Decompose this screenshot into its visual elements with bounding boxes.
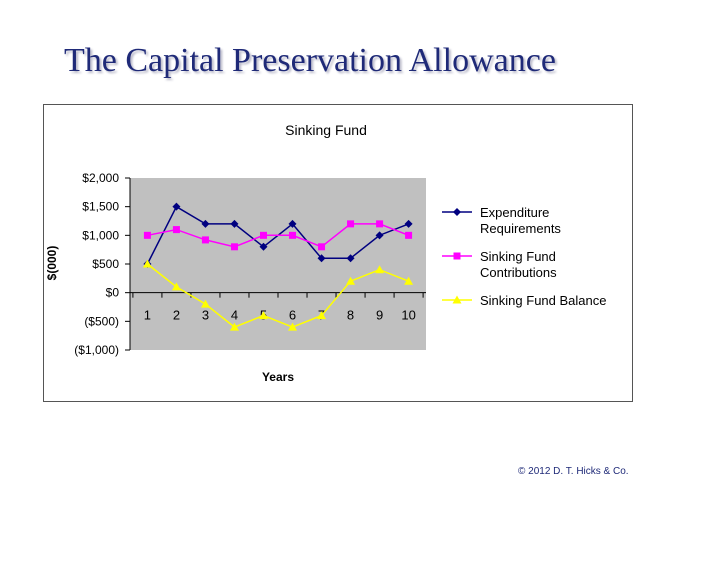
diamond-marker [317, 254, 326, 263]
x-axis-label: Years [262, 370, 294, 384]
triangle-marker [317, 311, 327, 320]
y-axis-label: $(000) [45, 246, 59, 281]
square-marker [230, 243, 238, 251]
copyright-notice: © 2012 D. T. Hicks & Co. [518, 466, 629, 477]
triangle-marker [171, 282, 181, 291]
x-tick-label: 10 [401, 308, 415, 323]
diamond-marker [375, 231, 384, 240]
square-marker [376, 220, 384, 228]
square-marker [259, 231, 267, 239]
legend-label: Contributions [480, 265, 557, 280]
triangle-marker [258, 311, 268, 320]
chart-frame: Sinking Fund $2,000 $1,500 $1,000 $500 $0 ($5… [43, 104, 633, 402]
x-tick-label: 3 [202, 308, 209, 323]
diamond-marker [259, 242, 268, 251]
diamond-marker [201, 219, 210, 228]
y-tick-label: $2,000 [82, 171, 119, 185]
series-2 [143, 220, 413, 251]
triangle-marker [404, 276, 414, 285]
x-tick-label: 1 [144, 308, 151, 323]
square-marker [318, 243, 326, 251]
chart-title: Sinking Fund [285, 122, 367, 138]
diamond-marker [346, 254, 355, 263]
y-tick-label: $0 [106, 286, 120, 300]
y-axis: $2,000 $1,500 $1,000 $500 $0 ($500) ($1,000) [74, 171, 131, 357]
triangle-marker [452, 295, 462, 304]
square-marker [347, 220, 355, 228]
y-tick-label: $1,000 [82, 228, 119, 242]
legend-label: Sinking Fund Balance [480, 293, 606, 308]
legend-label: Requirements [480, 221, 561, 236]
series-line [147, 223, 409, 248]
y-tick-label: $1,500 [82, 200, 119, 214]
slide-title: The Capital Preservation Allowance [64, 42, 556, 79]
y-tick-label: $500 [92, 257, 119, 271]
x-tick-label: 2 [173, 308, 180, 323]
x-tick-label: 9 [376, 308, 383, 323]
square-marker [201, 236, 209, 244]
square-marker [289, 231, 297, 239]
triangle-marker [346, 276, 356, 285]
triangle-marker [288, 322, 298, 331]
diamond-marker [404, 219, 413, 228]
triangle-marker [142, 259, 152, 268]
legend-label: Sinking Fund [480, 249, 556, 264]
diamond-marker [288, 219, 297, 228]
x-tick-label: 4 [231, 308, 238, 323]
sinking-fund-chart: Sinking Fund $2,000 $1,500 $1,000 $500 $0 ($5… [45, 122, 606, 384]
series-3 [142, 259, 414, 331]
square-marker [143, 231, 151, 239]
triangle-marker [229, 322, 239, 331]
series-layer [142, 202, 414, 331]
legend-item: Sinking Fund Balance [442, 293, 606, 308]
x-tick-label: 6 [289, 308, 296, 323]
square-marker [453, 252, 461, 260]
triangle-marker [375, 265, 385, 274]
square-marker [172, 226, 180, 234]
legend-label: Expenditure [480, 205, 549, 220]
diamond-marker [230, 219, 239, 228]
y-tick-label: ($500) [84, 314, 119, 328]
y-tick-label: ($1,000) [74, 343, 119, 357]
series-line [146, 263, 409, 328]
diamond-marker [453, 208, 461, 216]
triangle-marker [200, 299, 210, 308]
square-marker [405, 231, 413, 239]
plot-area [130, 178, 426, 350]
x-tick-label: 8 [347, 308, 354, 323]
diamond-marker [172, 202, 181, 211]
